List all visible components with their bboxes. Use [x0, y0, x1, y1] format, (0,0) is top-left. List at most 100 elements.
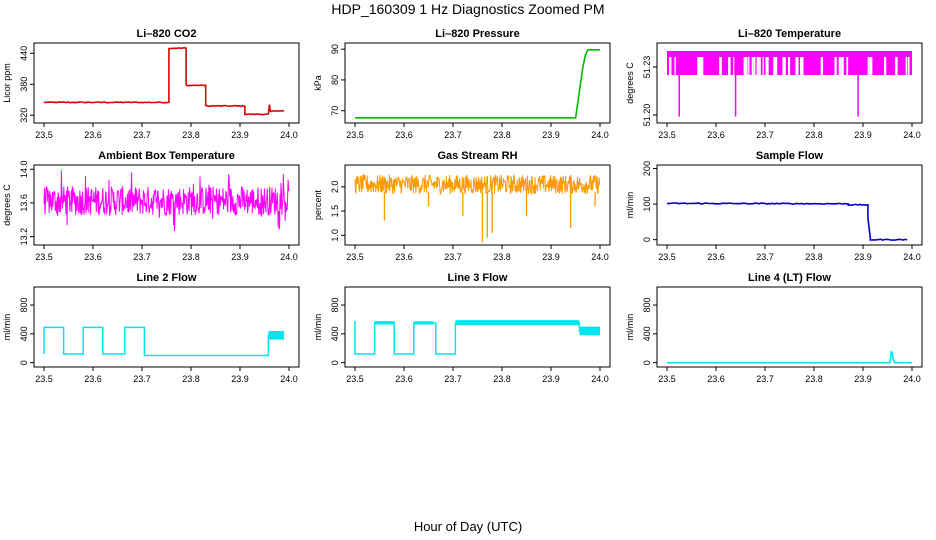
x-tick-label: 23.6 — [707, 130, 725, 140]
band-gap — [700, 57, 704, 75]
plot-frame — [33, 286, 300, 368]
panel-title: Line 2 Flow — [137, 272, 197, 284]
panel-6: Sample Flow 23.5 23.6 23.7 23.8 23.9 24.0 0 100 2… — [625, 150, 923, 262]
band-gap — [668, 57, 672, 75]
series-line — [667, 350, 912, 364]
x-tick-label: 23.9 — [542, 130, 560, 140]
noise-band — [374, 321, 395, 325]
band-gap — [733, 57, 735, 75]
panel-4: Ambient Box Temperature 23.5 23.6 23.7 23.8 2… — [2, 150, 300, 262]
x-tick-label: 23.5 — [658, 252, 676, 262]
band-gap — [846, 57, 849, 75]
y-axis-label: kPa — [313, 75, 323, 91]
band-gap — [743, 57, 747, 75]
band-gap — [773, 57, 776, 75]
x-tick-label: 23.7 — [444, 252, 462, 262]
noise-band — [455, 320, 580, 326]
band-gap — [820, 57, 824, 75]
y-axis-label: degrees C — [2, 184, 12, 226]
y-tick-label: 2.0 — [330, 181, 340, 194]
x-tick-label: 23.8 — [805, 374, 823, 384]
panel-2: Li–820 Pressure 23.5 23.6 23.7 23.8 23.9 24.0 7… — [313, 28, 611, 140]
y-tick-label: 400 — [642, 326, 652, 341]
x-tick-label: 23.7 — [756, 252, 774, 262]
panel-title: Line 4 (LT) Flow — [748, 272, 831, 284]
x-tick-label: 23.7 — [756, 374, 774, 384]
band-gap — [748, 57, 750, 75]
band-gap — [787, 57, 791, 75]
x-tick-label: 23.8 — [182, 252, 200, 262]
plot-frame — [344, 42, 611, 124]
y-tick-label: 51.23 — [642, 56, 652, 79]
x-tick-label: 23.9 — [542, 252, 560, 262]
x-tick-label: 24.0 — [903, 252, 921, 262]
y-axis-label: degrees C — [625, 62, 635, 104]
band-gap — [867, 57, 870, 75]
noise-band — [579, 326, 600, 336]
band-gap — [884, 57, 886, 75]
x-tick-label: 24.0 — [591, 252, 609, 262]
x-tick-label: 23.6 — [84, 374, 102, 384]
band-gap — [697, 57, 701, 75]
x-tick-label: 24.0 — [280, 374, 298, 384]
plot-frame — [344, 286, 611, 368]
band-gap — [841, 57, 844, 75]
plot-frame — [656, 164, 923, 246]
x-tick-label: 23.6 — [84, 130, 102, 140]
x-tick-label: 24.0 — [280, 130, 298, 140]
band-gap — [838, 57, 841, 75]
band-gap — [756, 57, 760, 75]
x-tick-label: 23.5 — [346, 252, 364, 262]
y-tick-label: 400 — [330, 326, 340, 341]
x-tick-label: 23.9 — [542, 374, 560, 384]
plot-frame — [33, 164, 300, 246]
y-tick-label: 800 — [330, 298, 340, 313]
band-gap — [869, 57, 873, 75]
x-tick-label: 23.8 — [493, 252, 511, 262]
x-tick-label: 23.7 — [444, 130, 462, 140]
band-gap — [728, 57, 731, 75]
y-tick-label: 80 — [330, 75, 340, 85]
band-gap — [759, 57, 761, 75]
y-tick-label: 380 — [19, 77, 29, 92]
panel-title: Sample Flow — [756, 150, 824, 162]
band-gap — [782, 57, 786, 75]
x-tick-label: 23.5 — [346, 130, 364, 140]
noise-band — [268, 330, 285, 340]
y-tick-label: 13.2 — [19, 228, 29, 246]
x-tick-label: 23.9 — [854, 130, 872, 140]
band-gap — [834, 57, 837, 75]
series-line — [43, 46, 285, 116]
x-tick-label: 23.5 — [658, 374, 676, 384]
x-tick-label: 23.8 — [805, 252, 823, 262]
plot-frame — [656, 286, 923, 368]
panel-title: Ambient Box Temperature — [98, 150, 235, 162]
x-tick-label: 24.0 — [591, 130, 609, 140]
y-axis-label: ml/min — [625, 314, 635, 341]
panel-3: Li–820 Temperature 23.5 23.6 23.7 23.8 23.9 24… — [625, 28, 923, 140]
y-tick-label: 13.6 — [19, 194, 29, 212]
band-gap — [905, 57, 908, 75]
series-line — [43, 170, 290, 232]
series-line — [666, 202, 908, 241]
y-tick-label: 1.0 — [330, 229, 340, 242]
noise-band — [413, 321, 434, 325]
x-tick-label: 23.5 — [346, 374, 364, 384]
y-tick-label: 320 — [19, 108, 29, 123]
panel-title: Gas Stream RH — [437, 150, 517, 162]
figure-x-axis-label: Hour of Day (UTC) — [414, 519, 522, 534]
y-axis-label: ml/min — [313, 314, 323, 341]
panel-8: Line 3 Flow 23.5 23.6 23.7 23.8 23.9 24.0 0 400 8… — [313, 272, 611, 384]
x-tick-label: 23.7 — [444, 374, 462, 384]
series-line — [354, 320, 600, 355]
x-tick-label: 23.5 — [35, 374, 53, 384]
y-axis-label: Licor ppm — [2, 63, 12, 103]
y-tick-label: 200 — [642, 161, 652, 176]
y-tick-label: 14.0 — [19, 160, 29, 178]
figure-title: HDP_160309 1 Hz Diagnostics Zoomed PM — [331, 1, 604, 17]
y-tick-label: 0 — [330, 360, 340, 365]
band-gap — [753, 57, 756, 75]
y-axis-label: ml/min — [2, 314, 12, 341]
panel-9: Line 4 (LT) Flow 23.5 23.6 23.7 23.8 23.9 24.0… — [625, 272, 923, 384]
series-line — [43, 326, 285, 357]
